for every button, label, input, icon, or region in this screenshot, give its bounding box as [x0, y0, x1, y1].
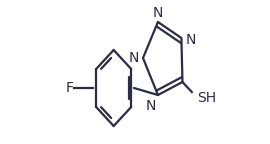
Text: N: N [153, 6, 163, 20]
Text: N: N [128, 51, 139, 65]
Text: N: N [146, 99, 156, 113]
Text: SH: SH [197, 91, 217, 105]
Text: N: N [186, 33, 196, 47]
Text: F: F [65, 81, 73, 95]
